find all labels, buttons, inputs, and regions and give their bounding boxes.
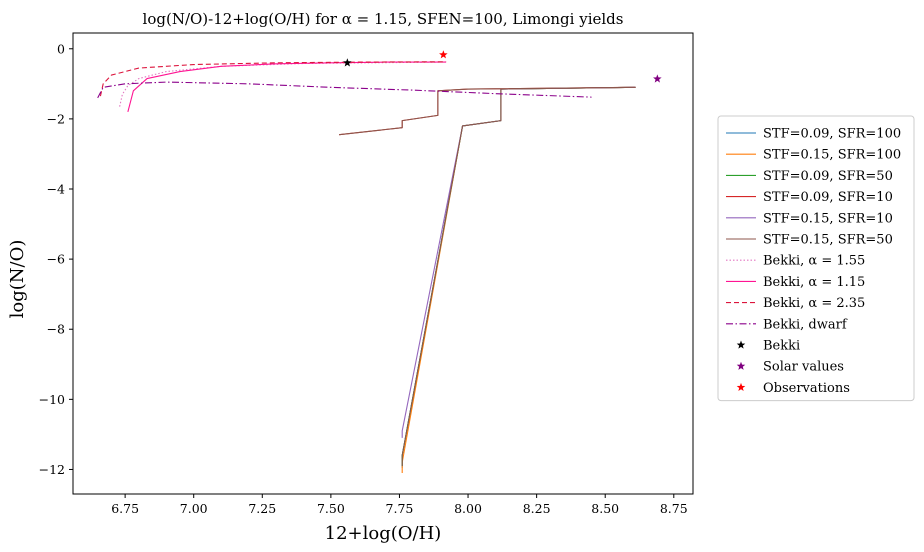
x-tick-label-1: 7.00 [180,501,208,516]
y-tick-label-2: −4 [47,182,65,197]
x-tick-label-5: 8.00 [454,501,482,516]
y-axis-label: log(N/O) [7,240,28,319]
axes-frame [72,32,694,495]
legend-label-0: STF=0.09, SFR=100 [763,127,901,142]
x-tick-label-3: 7.50 [317,501,345,516]
chart-title: log(N/O)-12+log(O/H) for α = 1.15, SFEN=… [143,10,624,28]
legend-label-8: Bekki, α = 2.35 [763,296,865,311]
x-axis: 6.75 7.00 7.25 7.50 7.75 8.00 8.25 8.50 8.75 [111,494,688,516]
x-tick-label-6: 8.25 [523,501,551,516]
y-tick-label-4: −8 [47,322,65,337]
series-line-9 [97,81,592,99]
legend-label-2: STF=0.09, SFR=50 [763,169,893,184]
plot-area [72,32,694,495]
legend: STF=0.09, SFR=100 STF=0.15, SFR=100 STF=0.… [717,115,915,402]
marker-point-1-0 [653,74,662,83]
legend-swatch-12 [736,382,746,392]
x-axis-label: 12+log(O/H) [325,523,442,544]
x-tick-label-4: 7.75 [386,501,414,516]
y-tick-label-1: −2 [47,111,65,126]
legend-label-9: Bekki, dwarf [763,317,848,332]
y-tick-label-6: −12 [39,462,65,477]
legend-label-12: Observations [763,381,850,396]
legend-label-11: Solar values [763,360,844,375]
legend-swatch-11 [736,361,746,370]
x-tick-label-0: 6.75 [111,501,139,516]
y-axis: 0 −2 −4 −6 −8 −10 −12 [39,41,73,477]
marker-layer [343,50,662,83]
marker-point-0-0 [343,58,352,67]
marker-point-2-0 [439,50,448,59]
legend-swatch-10 [736,340,746,349]
series-line-5 [339,86,636,466]
legend-label-10: Bekki [763,339,800,354]
y-tick-label-3: −6 [47,252,65,267]
x-tick-label-2: 7.25 [248,501,276,516]
legend-label-5: STF=0.15, SFR=50 [763,233,893,248]
y-tick-label-0: 0 [57,41,65,56]
legend-label-3: STF=0.09, SFR=10 [763,190,893,205]
x-tick-label-7: 8.50 [591,501,619,516]
legend-label-7: Bekki, α = 1.15 [763,275,865,290]
x-tick-label-8: 8.75 [660,501,688,516]
legend-box [717,115,915,402]
y-tick-label-5: −10 [39,392,65,407]
series-line-6 [119,61,441,107]
legend-label-4: STF=0.15, SFR=10 [763,211,893,226]
legend-label-1: STF=0.15, SFR=100 [763,148,901,163]
legend-label-6: Bekki, α = 1.55 [763,254,865,269]
